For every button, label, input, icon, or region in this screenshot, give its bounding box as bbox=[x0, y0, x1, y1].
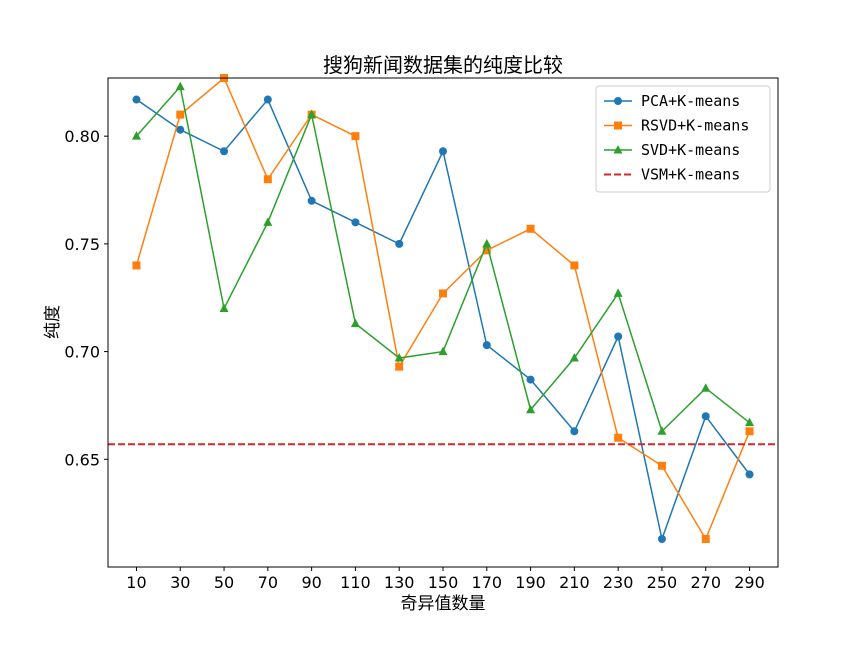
data-point-svd bbox=[526, 404, 536, 414]
data-point-rsvd bbox=[176, 110, 185, 119]
y-tick-label: 0.70 bbox=[64, 343, 100, 362]
data-point-svd bbox=[175, 81, 185, 91]
data-point-svd bbox=[701, 383, 711, 392]
data-point-svd bbox=[350, 318, 360, 328]
data-point-rsvd bbox=[657, 461, 666, 470]
data-point-pca bbox=[395, 239, 404, 248]
data-point-pca bbox=[439, 147, 447, 156]
data-point-pca bbox=[351, 218, 360, 227]
data-point-pca bbox=[701, 412, 710, 421]
data-point-pca bbox=[220, 147, 229, 156]
data-point-pca bbox=[745, 470, 754, 479]
data-point-rsvd bbox=[570, 261, 579, 270]
data-point-pca bbox=[132, 95, 141, 104]
data-point-pca bbox=[614, 332, 623, 341]
x-tick-label: 110 bbox=[340, 573, 371, 592]
legend-marker-svd bbox=[613, 145, 623, 154]
x-tick-label: 130 bbox=[384, 573, 415, 592]
data-point-pca bbox=[570, 427, 579, 436]
legend-label-rsvd: RSVD+K-means bbox=[641, 117, 749, 135]
x-axis-title: 奇异值数量 bbox=[401, 594, 486, 614]
y-tick-label: 0.80 bbox=[64, 127, 100, 146]
plot-area bbox=[108, 74, 778, 543]
data-point-rsvd bbox=[745, 427, 754, 436]
x-tick-label: 30 bbox=[170, 573, 190, 592]
data-point-rsvd bbox=[526, 224, 535, 233]
x-tick-label: 250 bbox=[647, 573, 678, 592]
data-point-svd bbox=[219, 303, 229, 312]
x-tick-label: 150 bbox=[428, 573, 459, 592]
x-tick-label: 290 bbox=[734, 573, 765, 592]
x-tick-label: 170 bbox=[472, 573, 503, 592]
chart-title: 搜狗新闻数据集的纯度比较 bbox=[323, 53, 563, 77]
legend-marker-pca bbox=[614, 97, 622, 105]
y-tick-label: 0.75 bbox=[64, 235, 100, 254]
data-point-rsvd bbox=[701, 534, 710, 543]
data-point-svd bbox=[569, 353, 579, 362]
data-point-pca bbox=[263, 95, 272, 104]
data-point-rsvd bbox=[395, 362, 404, 371]
data-point-svd bbox=[307, 109, 317, 119]
x-axis-ticks: 10 30 50 70 90 110 130 150 170 190 210 230 250 270 290 bbox=[126, 567, 765, 592]
y-axis-ticks: 0.65 0.70 0.75 0.80 bbox=[64, 127, 108, 469]
data-point-svd bbox=[613, 288, 623, 297]
x-tick-label: 70 bbox=[258, 573, 278, 592]
legend: PCA+K-means RSVD+K-means SVD+K-means VSM+K-… bbox=[595, 85, 771, 193]
data-point-svd bbox=[263, 217, 273, 226]
data-point-rsvd bbox=[351, 132, 360, 141]
legend-marker-rsvd bbox=[614, 121, 622, 130]
data-point-rsvd bbox=[263, 175, 272, 184]
x-tick-label: 270 bbox=[690, 573, 721, 592]
x-tick-label: 230 bbox=[603, 573, 634, 592]
data-point-rsvd bbox=[482, 246, 491, 255]
legend-label-vsm: VSM+K-means bbox=[641, 166, 740, 184]
data-point-pca bbox=[176, 125, 185, 134]
legend-label-svd: SVD+K-means bbox=[641, 141, 740, 159]
data-point-rsvd bbox=[614, 433, 623, 442]
data-point-svd bbox=[482, 238, 492, 248]
x-tick-label: 90 bbox=[301, 573, 321, 592]
x-tick-label: 50 bbox=[214, 573, 234, 592]
legend-box bbox=[595, 85, 771, 193]
data-point-pca bbox=[482, 341, 491, 350]
x-tick-label: 210 bbox=[559, 573, 590, 592]
data-point-svd bbox=[438, 346, 448, 356]
x-tick-label: 190 bbox=[515, 573, 546, 592]
data-point-svd bbox=[657, 426, 667, 435]
x-tick-label: 10 bbox=[126, 573, 146, 592]
data-point-pca bbox=[307, 196, 316, 205]
data-point-pca bbox=[657, 534, 666, 543]
data-point-svd bbox=[745, 417, 755, 427]
data-point-pca bbox=[526, 375, 535, 384]
data-point-svd bbox=[131, 131, 141, 140]
data-point-rsvd bbox=[439, 289, 447, 298]
y-tick-label: 0.65 bbox=[64, 450, 100, 469]
y-axis-title: 纯度 bbox=[43, 305, 63, 339]
legend-label-pca: PCA+K-means bbox=[641, 92, 740, 110]
data-point-rsvd bbox=[132, 261, 141, 270]
data-point-svd bbox=[394, 353, 404, 362]
